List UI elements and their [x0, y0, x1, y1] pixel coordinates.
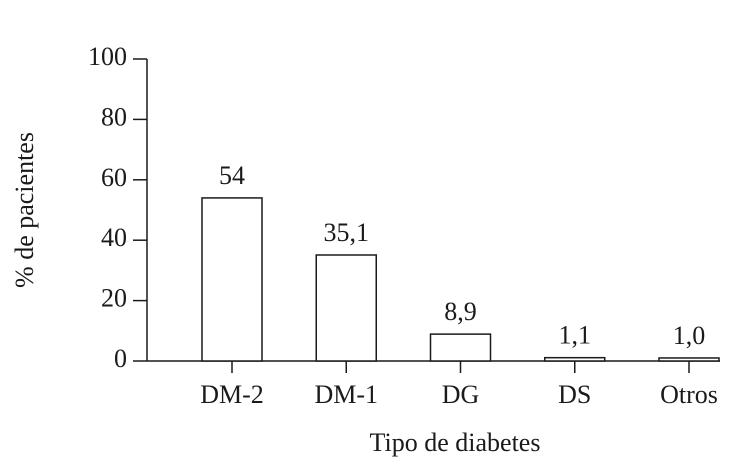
y-tick-label: 60	[101, 163, 127, 192]
value-label: 1,0	[673, 321, 706, 350]
y-axis-label: % de pacientes	[10, 132, 39, 288]
bar	[315, 254, 377, 362]
bar	[658, 357, 720, 362]
x-tick-label: DM-1	[314, 380, 378, 409]
bar	[544, 356, 606, 362]
x-axis-label: Tipo de diabetes	[370, 428, 541, 457]
x-tick-label: DG	[442, 380, 480, 409]
value-label: 8,9	[444, 297, 477, 326]
value-label: 1,1	[559, 321, 592, 350]
x-tick-label: DS	[558, 380, 591, 409]
x-tick-label: DM-2	[200, 380, 264, 409]
y-tick-label: 80	[101, 102, 127, 131]
y-tick-label: 100	[88, 42, 127, 71]
y-tick-label: 0	[114, 344, 127, 373]
x-tick-label: Otros	[660, 380, 718, 409]
y-tick-label: 40	[101, 223, 127, 252]
value-label: 54	[219, 161, 245, 190]
y-tick-label: 20	[101, 284, 127, 313]
value-label: 35,1	[324, 218, 370, 247]
bar	[429, 333, 492, 362]
bar	[201, 197, 263, 362]
